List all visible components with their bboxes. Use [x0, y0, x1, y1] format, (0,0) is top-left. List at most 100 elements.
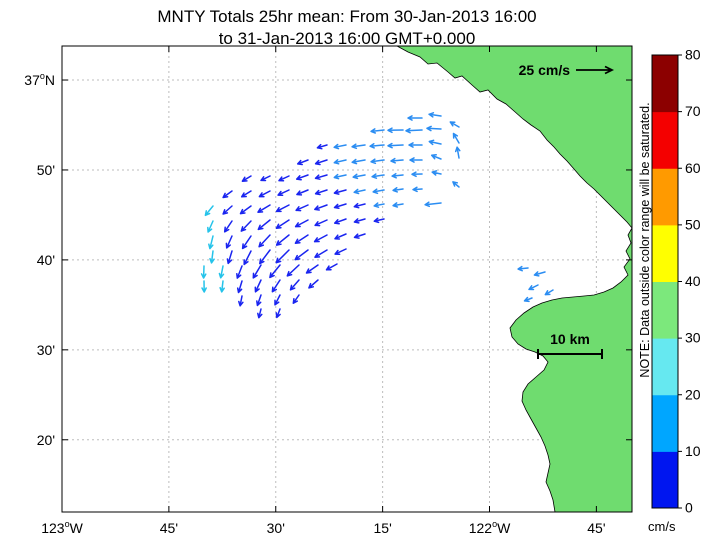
current-vector-arrow — [373, 202, 385, 208]
current-vector-arrow — [254, 279, 262, 293]
current-vector-arrow — [274, 294, 281, 306]
current-vector-arrow — [325, 263, 338, 271]
title-line-2: to 31-Jan-2013 16:00 GMT+0.000 — [218, 29, 476, 49]
x-tick-label: 45' — [587, 520, 605, 536]
current-vector-arrow — [243, 250, 252, 266]
current-vector-arrow — [289, 279, 300, 291]
colorbar-tick-label: 40 — [685, 273, 701, 289]
current-vector-arrow — [296, 189, 309, 196]
current-vector-arrow — [294, 234, 309, 244]
current-vector-arrow — [353, 218, 366, 224]
current-vector-arrow — [286, 264, 300, 277]
current-vector-arrow — [275, 204, 290, 213]
current-vector-arrow — [225, 235, 233, 249]
current-vector-arrow — [370, 158, 385, 165]
colorbar-tick-label: 70 — [685, 103, 701, 119]
y-tick-label: 20' — [37, 432, 55, 448]
colorbar-tick-label: 20 — [685, 386, 701, 402]
current-vector-arrow — [373, 217, 385, 224]
current-vector-arrow — [295, 204, 309, 212]
current-vector-arrow — [269, 264, 281, 279]
x-tick-label: 123oW — [41, 519, 83, 536]
current-vector-arrow — [219, 280, 225, 293]
current-vector-arrow — [428, 139, 442, 146]
current-vector-arrow — [257, 219, 271, 231]
current-vector-arrow — [222, 190, 233, 199]
current-vector-arrow — [260, 175, 271, 182]
land-polygon — [396, 45, 633, 513]
current-vector-arrow — [201, 280, 207, 293]
current-vector-arrow — [314, 204, 328, 211]
current-vector-arrow — [424, 201, 442, 208]
current-vector-arrow — [223, 220, 233, 233]
current-vector-arrow — [452, 132, 460, 144]
current-vector-arrow — [392, 187, 404, 193]
current-vector-arrow — [392, 202, 404, 208]
current-vector-arrow — [275, 249, 290, 264]
current-vector-arrow — [313, 234, 328, 243]
current-vector-arrow — [257, 204, 271, 213]
current-vector-arrow — [226, 250, 233, 265]
current-vector-arrow — [333, 203, 347, 210]
y-tick-label: 37oN — [24, 71, 55, 88]
current-vector-arrow — [334, 233, 347, 240]
colorbar-tick-label: 10 — [685, 443, 701, 459]
current-vector-arrow — [411, 171, 423, 178]
current-vector-arrow — [256, 294, 262, 307]
current-vector-arrow — [207, 220, 214, 233]
current-vector-arrow — [258, 234, 271, 248]
x-tick-label: 45' — [160, 520, 178, 536]
current-vector-arrow — [351, 158, 366, 165]
current-vector-arrow — [208, 235, 214, 250]
current-vector-arrow — [333, 143, 347, 150]
current-vector-arrow — [296, 159, 309, 166]
current-vector-arrow — [334, 248, 347, 256]
scale-bar — [537, 349, 603, 359]
current-vector-arrow — [371, 173, 385, 179]
current-vector-arrow — [252, 264, 262, 279]
colorbar-segment — [652, 168, 678, 226]
current-vector-arrow — [314, 189, 328, 196]
current-vector-arrow — [431, 170, 442, 176]
current-vector-arrow — [258, 190, 271, 198]
current-vector-arrow — [236, 280, 243, 294]
current-vector-arrow — [292, 294, 300, 304]
current-vector-arrow — [352, 173, 366, 180]
current-vector-arrow — [333, 173, 347, 180]
y-tick-label: 50' — [37, 162, 55, 178]
current-vector-arrow — [405, 127, 423, 134]
current-vector-arrow — [528, 284, 539, 291]
current-vector-arrow — [409, 157, 423, 163]
title-line-1: MNTY Totals 25hr mean: From 30-Jan-2013 … — [157, 7, 537, 26]
colorbar-segment — [652, 281, 678, 339]
current-vector-arrow — [259, 249, 271, 265]
current-vector-arrow — [241, 235, 252, 250]
current-vector-arrow — [353, 188, 366, 195]
reference-arrow-label: 25 cm/s — [519, 62, 571, 78]
current-vector-arrow — [314, 159, 328, 166]
current-vector-arrow — [353, 233, 366, 239]
colorbar-segment — [652, 224, 678, 282]
current-vector-arrow — [333, 159, 347, 165]
current-vector-arrow — [533, 271, 546, 277]
current-vector-arrow — [295, 174, 309, 181]
current-vector-arrow — [271, 279, 281, 293]
current-vector-arrow — [241, 175, 252, 182]
current-vector-arrow — [390, 157, 404, 164]
current-vector-arrow — [426, 125, 442, 132]
current-vector-arrow — [387, 142, 404, 149]
colorbar-segment — [652, 451, 678, 509]
x-tick-label: 122oW — [469, 519, 511, 536]
current-vector-arrow — [353, 202, 366, 209]
current-vector-arrow — [278, 175, 290, 182]
plot-title: MNTY Totals 25hr mean: From 30-Jan-2013 … — [0, 6, 694, 50]
current-vector-arrow — [314, 249, 328, 258]
current-vector-arrow — [333, 189, 347, 195]
colorbar-tick-label: 80 — [685, 47, 701, 63]
current-vector-arrow — [369, 143, 385, 149]
current-vector-arrow — [305, 264, 319, 274]
current-vector-arrow — [544, 289, 554, 296]
current-vector-arrow — [308, 279, 319, 289]
current-vector-arrow — [449, 121, 460, 128]
